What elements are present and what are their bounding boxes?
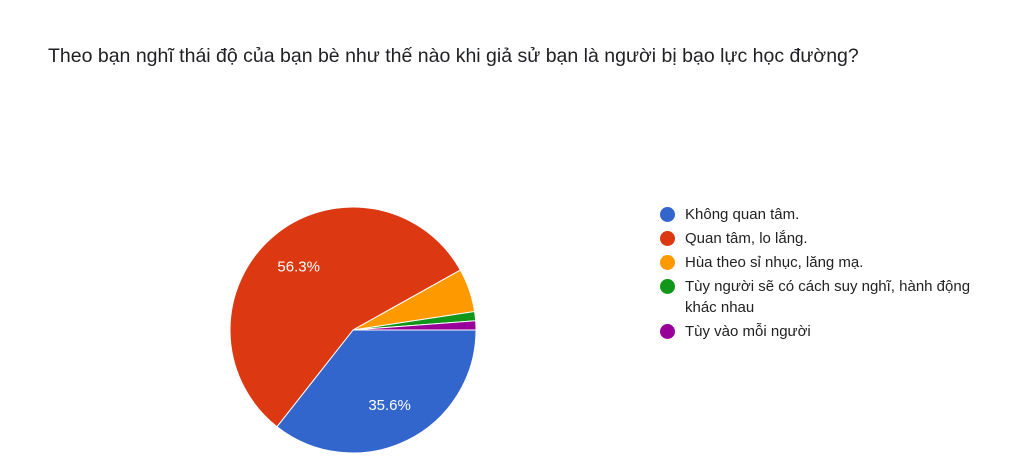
- legend-label: Quan tâm, lo lắng.: [685, 230, 808, 247]
- pie-slice-quan-tam-lo-lang[interactable]: [229, 206, 462, 428]
- legend-swatch-icon: [660, 255, 675, 270]
- chart-legend: Không quan tâm. Quan tâm, lo lắng. Hùa t…: [660, 204, 980, 345]
- legend-swatch-icon: [660, 324, 675, 339]
- pie-data-label: 56.3%: [277, 258, 320, 275]
- legend-label: Không quan tâm.: [685, 206, 800, 223]
- pie-slice-tuy-vao-moi-nguoi[interactable]: [352, 320, 477, 331]
- pie-slice-khong-quan-tam[interactable]: [276, 329, 477, 454]
- legend-label: Tùy vào mỗi người: [685, 323, 811, 340]
- legend-item-hua-theo[interactable]: Hùa theo sỉ nhục, lăng mạ.: [660, 252, 980, 273]
- legend-swatch-icon: [660, 279, 675, 294]
- pie-data-label: 35.6%: [368, 397, 411, 414]
- legend-item-quan-tam-lo-lang[interactable]: Quan tâm, lo lắng.: [660, 228, 980, 249]
- legend-item-tuy-vao-moi-nguoi[interactable]: Tùy vào mỗi người: [660, 321, 980, 342]
- legend-swatch-icon: [660, 207, 675, 222]
- legend-label: Tùy người sẽ có cách suy nghĩ, hành động…: [685, 278, 971, 316]
- chart-title: Theo bạn nghĩ thái độ của bạn bè như thế…: [48, 45, 859, 67]
- legend-swatch-icon: [660, 231, 675, 246]
- legend-item-tuy-nguoi-suy-nghi[interactable]: Tùy người sẽ có cách suy nghĩ, hành động…: [660, 276, 980, 318]
- legend-label: Hùa theo sỉ nhục, lăng mạ.: [685, 254, 864, 271]
- legend-item-khong-quan-tam[interactable]: Không quan tâm.: [660, 204, 980, 225]
